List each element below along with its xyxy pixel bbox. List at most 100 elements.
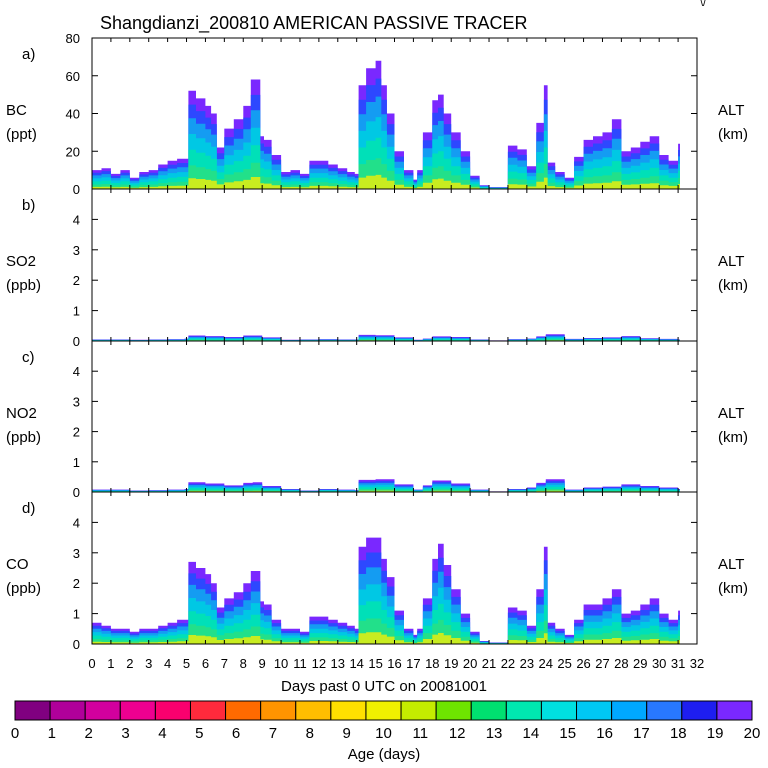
x-axis-label: Days past 0 UTC on 20081001 (281, 678, 487, 695)
x-tick-label: 22 (501, 656, 515, 671)
panel-no2: 0 1 2 3 4 c) NO2 (ppb) ALT (km) (6, 340, 748, 500)
colorbar-tick-label: 3 (121, 725, 129, 742)
unit-label: (ppb) (6, 277, 41, 294)
y-tick-label: 2 (73, 425, 80, 440)
right-axis-unit: (km) (718, 429, 748, 446)
colorbar-tick-label: 7 (269, 725, 277, 742)
x-tick-label: 21 (482, 656, 496, 671)
x-tick-label: 27 (595, 656, 609, 671)
x-tick-label: 1 (107, 656, 114, 671)
colorbar-tick-label: 5 (195, 725, 203, 742)
colorbar-swatch (260, 700, 297, 721)
x-tick-label: 12 (312, 656, 326, 671)
colorbar-swatch (540, 700, 578, 721)
series-bc-age-layer-7 (92, 174, 680, 189)
colorbar-swatch (611, 700, 648, 721)
right-axis-unit: (km) (718, 580, 748, 597)
y-tick-label: 2 (73, 576, 80, 591)
colorbar-swatch (189, 700, 227, 721)
x-tick-labels: 0 1 2 3 4 5 6 7 8 9 10 11 12 13 14 15 16 17 18 19 20 21 22 23 24… (88, 656, 704, 671)
colorbar-swatch (119, 700, 156, 721)
colorbar-swatch (295, 700, 332, 721)
panel-letter: c) (22, 349, 35, 366)
y-tick-label: 0 (73, 182, 80, 197)
x-tick-label: 32 (690, 656, 704, 671)
right-axis-label: ALT (718, 405, 744, 422)
series-co-age-layer-6 (92, 618, 680, 644)
colorbar-tick-label: 20 (744, 725, 761, 742)
right-axis-label: ALT (718, 253, 744, 270)
panel-letter: a) (22, 46, 35, 63)
x-tick-label: 4 (164, 656, 171, 671)
y-tick-label: 3 (73, 243, 80, 258)
x-tick-label: 30 (652, 656, 666, 671)
colorbar-swatch (14, 700, 51, 721)
series-co-age-layer-7 (92, 632, 680, 644)
x-tick-label: 0 (88, 656, 95, 671)
y-tick-label: 3 (73, 394, 80, 409)
colorbar-swatch (576, 700, 613, 721)
x-tick-label: 8 (240, 656, 247, 671)
x-tick-label: 16 (387, 656, 401, 671)
panel-so2: 0 1 2 3 4 b) SO2 (ppb) ALT (km) (6, 188, 748, 349)
colorbar-tick-label: 15 (559, 725, 576, 742)
colorbar-tick-label: 14 (523, 725, 540, 742)
x-tick-label: 7 (221, 656, 228, 671)
panel-co: 0 1 2 3 4 d) CO (ppb) ALT (km) (6, 491, 748, 652)
colorbar-tick-label: 18 (670, 725, 687, 742)
plot-area (92, 341, 697, 492)
right-axis-label: ALT (718, 556, 744, 573)
panels: 020406080a)BC(ppt)ALT(km)01234b)SO2(ppb)… (6, 31, 748, 652)
colorbar-tick-label: 16 (596, 725, 613, 742)
y-tick-label: 1 (73, 607, 80, 622)
unit-label: (ppb) (6, 429, 41, 446)
y-tick-label: 0 (73, 485, 80, 500)
x-tick-label: 2 (126, 656, 133, 671)
species-label: SO2 (6, 253, 36, 270)
colorbar-tick-label: 6 (232, 725, 240, 742)
colorbar-tick-label: 2 (85, 725, 93, 742)
colorbar-tick-label: 10 (375, 725, 392, 742)
x-tick-label: 11 (293, 656, 307, 671)
colorbar-swatch (470, 700, 507, 721)
colorbar-swatch (49, 700, 86, 721)
y-tick-label: 1 (73, 304, 80, 319)
colorbar-swatch (225, 700, 262, 721)
panel-letter: d) (22, 500, 35, 517)
y-tick-label: 60 (66, 69, 80, 84)
x-tick-label: 9 (259, 656, 266, 671)
colorbar-swatch (84, 700, 121, 721)
series-no2-age-layer-6 (92, 489, 680, 492)
x-tick-label: 14 (349, 656, 363, 671)
y-tick-label: 4 (73, 515, 80, 530)
colorbar-tick-label: 19 (707, 725, 724, 742)
y-tick-label: 0 (73, 637, 80, 652)
x-tick-label: 31 (671, 656, 685, 671)
unit-label: (ppb) (6, 580, 41, 597)
right-axis-unit: (km) (718, 126, 748, 143)
unit-label: (ppt) (6, 126, 37, 143)
colorbar-swatch (505, 700, 542, 721)
x-tick-label: 20 (463, 656, 477, 671)
species-label: CO (6, 556, 29, 573)
corner-mark: \/ (700, 0, 707, 9)
y-tick-label: 4 (73, 364, 80, 379)
right-axis-label: ALT (718, 102, 744, 119)
x-tick-label: 26 (576, 656, 590, 671)
colorbar-swatch (365, 700, 402, 721)
x-tick-label: 19 (444, 656, 458, 671)
colorbar-tick-label: 0 (11, 725, 19, 742)
colorbar-tick-label: 4 (158, 725, 166, 742)
panel-frame (91, 491, 698, 645)
colorbar-swatch (646, 700, 683, 721)
species-label: NO2 (6, 405, 37, 422)
colorbar-tick-label: 11 (413, 725, 429, 742)
x-tick-label: 15 (368, 656, 382, 671)
y-tick-label: 40 (66, 107, 80, 122)
colorbar-swatch (435, 700, 472, 721)
x-tick-label: 23 (520, 656, 534, 671)
x-tick-label: 13 (331, 656, 345, 671)
y-tick-label: 1 (73, 455, 80, 470)
colorbar-tick-label: 8 (306, 725, 314, 742)
